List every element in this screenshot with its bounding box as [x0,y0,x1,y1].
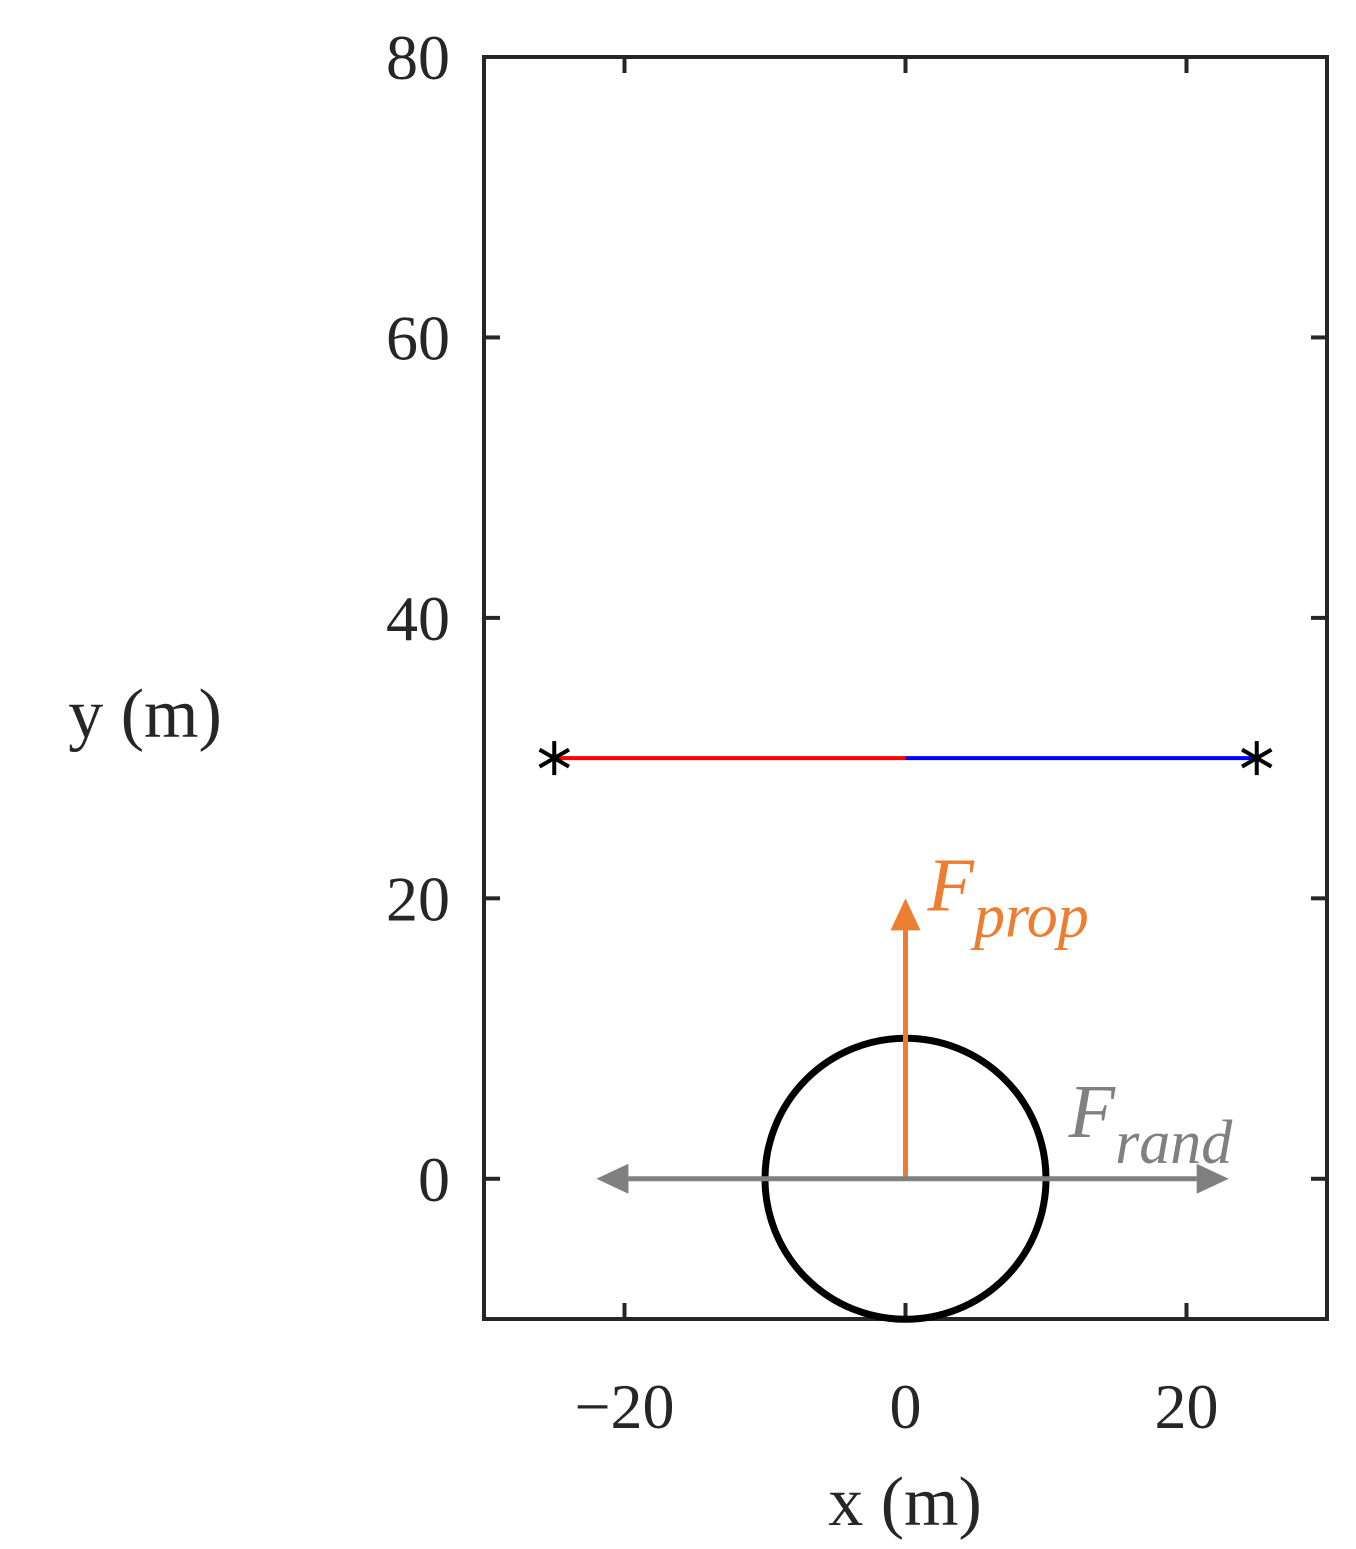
arrow-label: Fprop [927,843,1089,950]
arrow-label-main: F [1068,1070,1117,1154]
marker [538,741,570,776]
x-tick-label: −20 [574,1371,674,1442]
y-tick-label: 0 [418,1144,450,1215]
arrow-label-main: F [927,843,976,927]
y-tick-label: 40 [386,583,450,654]
arrow-label: Frand [1068,1070,1234,1177]
arrow-head [596,1163,629,1194]
marker [1241,741,1273,776]
y-tick-label: 80 [386,22,450,93]
x-tick-label: 0 [890,1371,922,1442]
arrow-head [890,898,921,931]
marker-stroke [538,747,570,769]
arrow-head [1196,1163,1229,1194]
y-axis-label: y (m) [68,676,222,753]
y-tick-label: 60 [386,302,450,373]
arrow-label-subscript: prop [970,882,1089,950]
x-tick-label: 20 [1155,1371,1219,1442]
arrow-label-subscript: rand [1115,1109,1233,1177]
y-tick-label: 20 [386,863,450,934]
marker-stroke [1241,747,1273,769]
x-axis-label: x (m) [828,1464,982,1541]
